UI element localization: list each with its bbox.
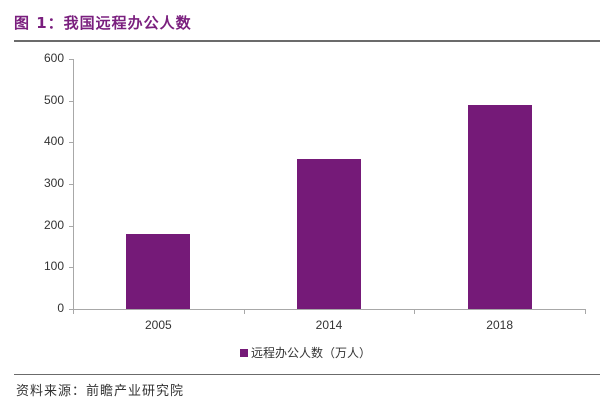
y-tick-mark [69,142,74,144]
x-tick-mark [73,309,74,314]
x-tick-mark [243,309,245,314]
source-note: 资料来源：前瞻产业研究院 [16,384,185,399]
legend-label: 远程办公人数（万人） [251,346,372,360]
x-tick-mark [585,309,586,314]
x-axis-line [73,309,585,310]
y-tick-mark [69,225,74,227]
x-tick-mark [414,309,416,314]
y-tick-label: 500 [43,92,64,107]
y-tick-mark [69,59,74,60]
y-tick-mark [69,184,74,185]
title-divider [14,40,600,42]
source-divider [14,374,600,375]
bar-2014 [297,159,361,309]
bar-2018 [467,104,532,309]
y-tick-label: 200 [43,217,64,232]
y-tick-mark [69,100,74,102]
y-tick-label: 300 [43,176,64,190]
y-tick-label: 0 [57,301,64,315]
x-tick-label: 2014 [315,318,343,332]
legend-swatch [240,348,248,357]
y-tick-mark [69,267,74,269]
x-tick-label: 2005 [144,318,172,332]
y-tick-label: 400 [43,134,64,149]
y-tick-mark [69,309,74,310]
y-tick-label: 600 [43,51,64,65]
bar-2005 [126,234,191,309]
x-tick-label: 2018 [486,318,513,332]
chart-title: 图 1：我国远程办公人数 [14,14,192,32]
y-tick-label: 100 [43,259,64,274]
legend: 远程办公人数（万人） [240,344,371,361]
